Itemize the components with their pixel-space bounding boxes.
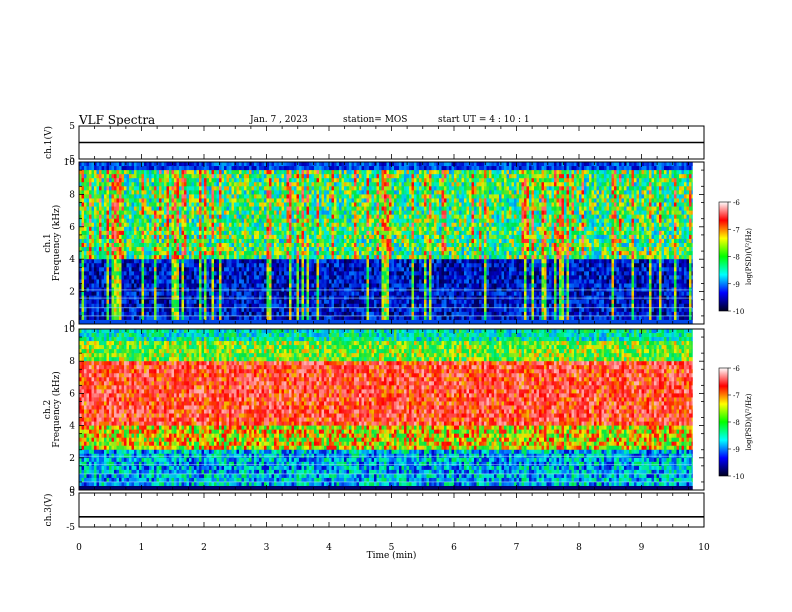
y-axis-label: Frequency (kHz) [51,371,62,448]
x-tick-label: 1 [139,543,145,553]
colorbar-1 [719,202,728,311]
y-tick-label: 2 [69,288,75,298]
y-tick-label: 4 [69,422,75,432]
colorbar-2 [719,368,728,476]
colorbar-tick-label: -10 [733,473,744,481]
colorbar-tick-label: -7 [733,226,740,234]
y-tick-label: -5 [66,523,75,533]
y-tick-label: 10 [64,325,76,335]
x-tick-label: 0 [76,543,82,553]
x-tick-label: 2 [201,543,207,553]
y-axis-label: ch.3(V) [43,494,54,527]
y-axis-label: ch.1(V) [43,126,54,159]
y-tick-label: 8 [69,190,75,200]
colorbar-tick-label: -9 [733,281,740,289]
colorbar-tick-label: -8 [733,419,740,427]
x-tick-label: 7 [514,543,520,553]
colorbar-tick-label: -10 [733,308,744,316]
x-tick-label: 8 [576,543,582,553]
axes-frame-3 [79,493,704,527]
colorbar-tick-label: -8 [733,254,740,262]
y-tick-label: 6 [69,389,75,399]
spectrogram-ch1 [79,162,704,324]
y-tick-label: 10 [64,158,76,168]
x-tick-label: 10 [698,543,710,553]
colorbar-tick-label: -9 [733,446,740,454]
colorbar-tick-label: -6 [733,199,740,207]
spectrogram-ch2 [79,329,704,490]
y-tick-label: 4 [69,255,75,265]
x-tick-label: 4 [326,543,332,553]
x-axis-title: Time (min) [367,550,417,561]
colorbar-label: log(PSD)(V²/Hz) [745,393,753,450]
y-tick-label: 6 [69,223,75,233]
y-tick-label: 5 [69,489,75,499]
colorbar-label: log(PSD)(V²/Hz) [745,228,753,285]
y-tick-label: 8 [69,357,75,367]
x-tick-label: 6 [451,543,457,553]
x-tick-label: 9 [639,543,645,553]
x-tick-label: 3 [264,543,270,553]
y-tick-label: 2 [69,454,75,464]
colorbar-tick-label: -7 [733,392,740,400]
y-axis-label: Frequency (kHz) [51,205,62,282]
y-tick-label: 5 [69,122,75,132]
colorbar-tick-label: -6 [733,365,740,373]
